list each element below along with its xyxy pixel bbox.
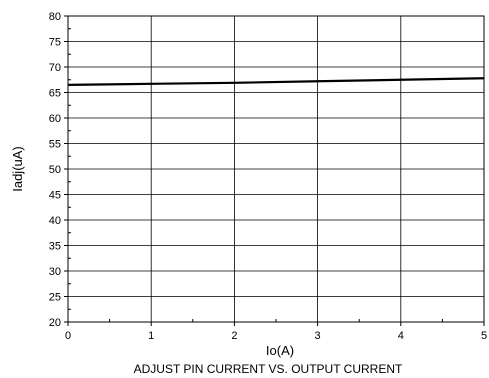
x-tick-label: 1 [148,330,154,342]
y-tick-label: 75 [49,37,61,49]
y-tick-label: 55 [49,139,61,151]
y-tick-label: 40 [49,215,61,227]
x-tick-label: 5 [481,330,487,342]
x-tick-label: 4 [398,330,404,342]
y-tick-label: 25 [49,292,61,304]
y-tick-label: 35 [49,241,61,253]
y-tick-label: 50 [49,164,61,176]
x-tick-label: 3 [315,330,321,342]
series-line [67,77,485,86]
minor-ticks [68,28,443,322]
y-tick-label: 65 [49,88,61,100]
x-axis-ticks: 0 1 2 3 4 5 [65,322,487,342]
y-axis-ticks: 20 25 30 35 40 45 50 55 60 65 70 75 80 [49,11,68,329]
x-axis-title: Io(A) [266,343,294,358]
y-tick-label: 45 [49,190,61,202]
y-axis-title: Iadj(uA) [10,146,25,192]
y-tick-label: 80 [49,11,61,23]
series-group [67,77,485,86]
x-tick-label: 2 [231,330,237,342]
x-tick-label: 0 [65,330,71,342]
y-tick-label: 70 [49,62,61,74]
y-tick-label: 30 [49,266,61,278]
grid [67,15,485,323]
y-tick-label: 60 [49,113,61,125]
chart-title: ADJUST PIN CURRENT VS. OUTPUT CURRENT [134,362,403,376]
y-tick-label: 20 [49,317,61,329]
